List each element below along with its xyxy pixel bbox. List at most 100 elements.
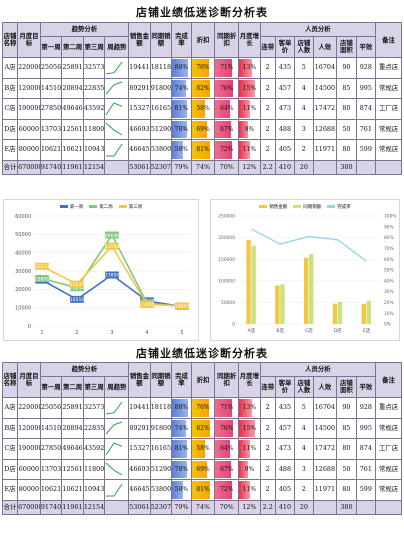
sales-cell: 46645 — [128, 479, 151, 501]
same-period-discount-cell: 70% — [214, 499, 240, 515]
target-cell: 670000 — [17, 499, 41, 515]
bar-legend-item: 同期销额 — [293, 204, 321, 210]
week-trend-sparkline — [104, 479, 130, 501]
remark-cell — [375, 499, 402, 515]
completion-rate-cell: 74% — [171, 417, 192, 439]
table-row: D店 60000 13703 12561 11800 46693 51290 78% 69% 67… — [1, 118, 402, 140]
target-cell: 220000 — [17, 397, 41, 419]
growth-cell: 13% — [238, 397, 261, 419]
growth-cell-fill — [239, 419, 255, 437]
same-period-sales-cell: 523079 — [149, 499, 173, 515]
week1-cell: 14510 — [39, 77, 63, 99]
sales-cell: 46693 — [128, 118, 151, 140]
discount-cell-fill — [192, 79, 211, 97]
store-staff-cell: 4 — [294, 77, 314, 99]
header-store-staff: 店铺人数 — [294, 36, 314, 58]
line-y-tick: 20000 — [15, 287, 31, 293]
bar-legend-label: 完成率 — [337, 205, 351, 210]
conversion-cell: 2 — [259, 77, 276, 99]
discount-cell-value: 69% — [196, 465, 210, 473]
same-period-discount-cell: 76% — [214, 77, 240, 99]
header-remark: 备注 — [375, 22, 402, 58]
total-row: 合计67000091740119613121542 53061452307979%… — [1, 499, 402, 515]
conversion-cell: 2.2 — [259, 499, 276, 515]
discount-cell-fill — [192, 419, 211, 437]
same-period-discount-cell-value: 64% — [220, 105, 234, 113]
sales-cell: 89291 — [128, 417, 151, 439]
line-legend-label: 第一周 — [69, 205, 84, 210]
conversion-cell: 2 — [259, 397, 276, 419]
unit-price-cell: 435 — [274, 397, 296, 419]
remark-cell: 常规店 — [375, 77, 402, 99]
sqm-eff-cell — [355, 159, 377, 175]
bar-y-tick: 150000 — [218, 257, 235, 263]
unit-price-cell: 457 — [274, 77, 296, 99]
unit-price-cell: 488 — [274, 458, 296, 480]
line-legend-label: 第三周 — [128, 205, 143, 210]
remark-cell: 常规店 — [375, 479, 402, 501]
store-area-cell: 80 — [336, 438, 357, 460]
line-y-tick: 60000 — [15, 214, 31, 220]
week1-cell: 10621 — [39, 139, 63, 161]
line-y-tick: 50000 — [15, 232, 31, 238]
bar-y-tick: 0 — [232, 322, 235, 328]
store-name-cell: D店 — [1, 458, 19, 480]
bar-legend-swatch — [327, 205, 336, 208]
growth-cell-value: 9% — [244, 465, 255, 473]
completion-rate-cell-value: 88% — [174, 64, 189, 72]
week-trend-sparkline — [104, 118, 130, 140]
discount-cell: 76% — [190, 57, 216, 79]
week2-cell: 25891 — [61, 397, 84, 419]
bar-legend-item: 完成率 — [327, 204, 351, 210]
sales-cell: 46693 — [128, 458, 151, 480]
week2-cell: 119613 — [61, 499, 84, 515]
header-completion-rate: 完成率 — [171, 362, 192, 398]
unit-price-cell: 457 — [274, 417, 296, 439]
line-legend-item: 第二周 — [89, 204, 113, 210]
bar-sales — [361, 303, 366, 324]
header-staff-group: 人员分析 — [259, 362, 377, 377]
store-name-cell: D店 — [1, 118, 19, 140]
unit-price-cell: 405 — [274, 139, 296, 161]
growth-cell-value: 11% — [242, 445, 257, 453]
target-cell: 190000 — [17, 98, 41, 120]
week-trend-sparkline — [104, 98, 130, 120]
headcount-eff-cell: 17472 — [312, 98, 338, 120]
completion-rate-cell: 88% — [171, 57, 192, 79]
header-sales: 销售金额 — [128, 22, 151, 58]
same-period-discount-cell-fill — [215, 481, 232, 499]
growth-cell-fill — [239, 399, 253, 417]
completion-rate-cell-value: 58% — [174, 146, 189, 154]
week3-cell: 11800 — [82, 458, 106, 480]
growth-cell: 13% — [238, 57, 261, 79]
line-data-value: 22835 — [70, 282, 85, 288]
sqm-eff-cell: 995 — [355, 417, 377, 439]
header-week3: 第三周 — [82, 376, 106, 398]
week1-cell: 13703 — [39, 118, 63, 140]
discount-cell-value: 69% — [196, 125, 210, 133]
headcount-eff-cell — [312, 499, 338, 515]
line-data-value: 25891 — [35, 276, 50, 282]
same-period-sales-cell: 181189 — [149, 57, 173, 79]
bar-y2-tick: 50% — [384, 268, 394, 274]
week1-cell: 25056 — [39, 397, 63, 419]
same-period-discount-cell-fill — [215, 120, 231, 138]
completion-rate-cell-value: 78% — [174, 465, 189, 473]
store-name-cell: C店 — [1, 438, 19, 460]
line-data-value: 27850 — [105, 273, 120, 279]
store-name-cell: 合计 — [1, 499, 19, 515]
same-period-discount-cell-value: 64% — [220, 445, 234, 453]
remark-cell: 常规店 — [375, 118, 402, 140]
line-data-label: 14510 — [70, 295, 84, 303]
same-period-discount-cell-fill — [215, 79, 233, 97]
growth-cell: 15% — [238, 77, 261, 99]
header-week1: 第一周 — [39, 36, 63, 58]
discount-cell-fill — [192, 59, 209, 77]
same-period-sales-cell: 51290 — [149, 458, 173, 480]
store-staff-cell: 3 — [294, 118, 314, 140]
sales-cell: 153276 — [128, 438, 151, 460]
header-conversion: 连带 — [259, 36, 276, 58]
bar-same-period — [309, 254, 314, 324]
sales-cell: 153276 — [128, 98, 151, 120]
